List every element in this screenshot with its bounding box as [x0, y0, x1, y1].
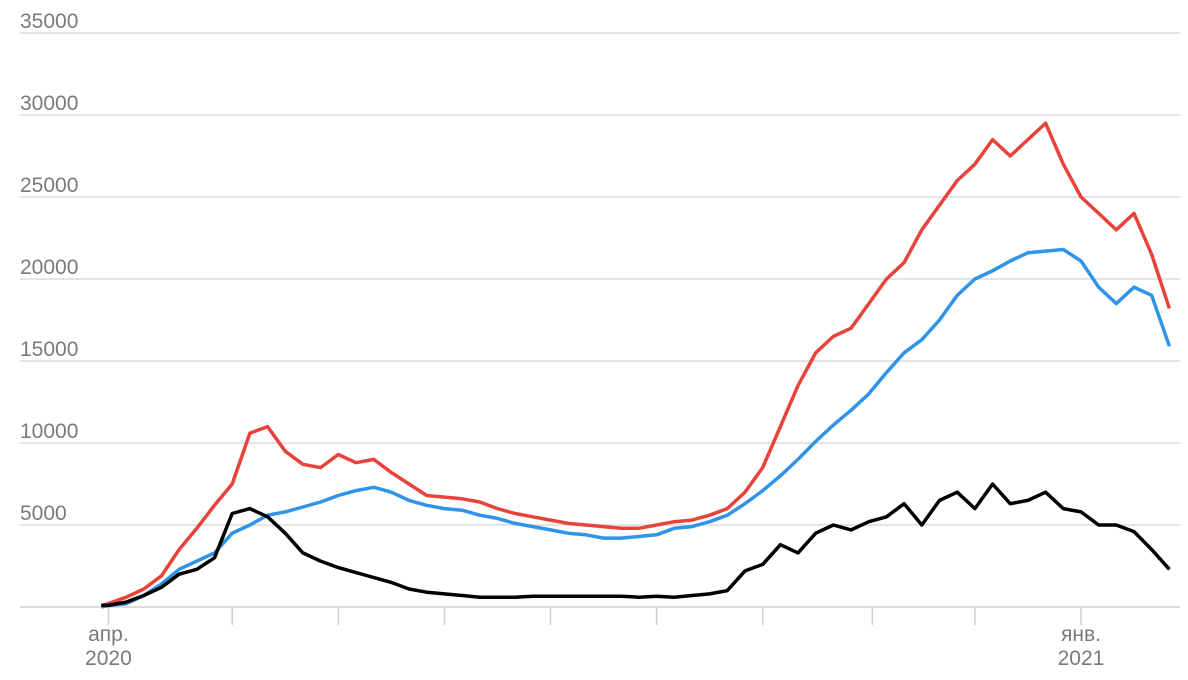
y-tick-label: 35000: [20, 10, 78, 33]
x-tick-sublabel: 2021: [1058, 647, 1105, 670]
series-line: [100, 121, 1172, 608]
y-tick-label: 20000: [20, 256, 78, 279]
series-line: [100, 247, 1172, 609]
x-tick-label: янв.: [1061, 623, 1101, 646]
y-tick-label: 15000: [20, 338, 78, 361]
y-tick-label: 5000: [20, 502, 67, 525]
y-tick-label: 25000: [20, 174, 78, 197]
x-tick-sublabel: 2020: [85, 647, 132, 670]
x-tick-label: апр.: [88, 623, 129, 646]
y-tick-label: 10000: [20, 420, 78, 443]
y-tick-label: 30000: [20, 92, 78, 115]
series-line: [101, 482, 1171, 608]
